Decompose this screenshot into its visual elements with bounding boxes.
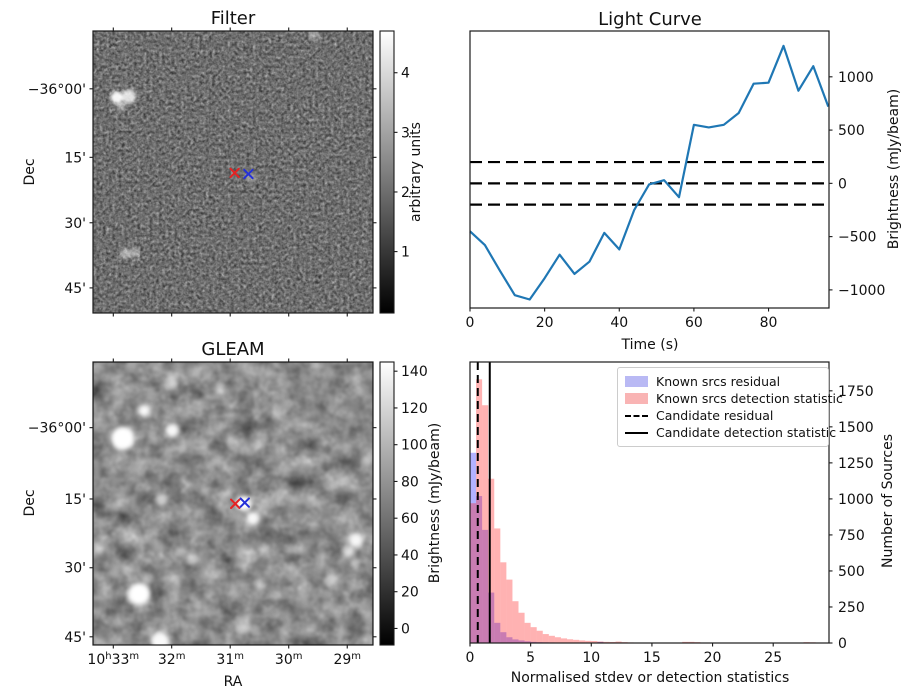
gleam-xtick-label: 10h33m [87,651,139,668]
gleam-colorbar-tick-label: 100 [401,438,428,454]
gleam-title: GLEAM [201,339,264,360]
filter-colorbar-tick-label: 3 [401,125,410,141]
histogram-xtick-label: 25 [764,650,782,666]
light-curve-ticks [469,76,833,312]
gleam-colorbar-tick-label: 0 [401,621,410,637]
filter-colorbar [379,30,395,314]
gleam-ytick-label: 30' [64,561,86,577]
gleam-xtick-label: 30m [275,651,303,668]
light-curve-xtick-label: 80 [760,315,778,331]
gleam-blue-x-marker [239,497,250,508]
light-curve-ylabel: Brightness (mJy/beam) [886,89,902,249]
gleam-xtick-label: 32m [158,651,186,668]
light-curve-ytick-label: −500 [838,230,876,246]
histogram-ytick-label: 500 [838,564,865,580]
histogram-ytick-label: 0 [838,636,847,652]
histogram-ytick-label: 1250 [838,456,874,472]
histogram-series-0 [470,452,616,643]
gleam-ytick-label: 15' [64,492,86,508]
light-curve-xtick-label: 40 [610,315,628,331]
gleam-xlabel: RA [224,674,243,690]
legend-label: Candidate residual [656,408,774,423]
light-curve-ytick-label: 1000 [838,70,874,86]
gleam-colorbar-tick-label: 20 [401,585,419,601]
filter-blue-x-marker [243,168,254,180]
filter-sources [110,29,321,259]
filter-ytick-label: −36°00' [28,82,86,98]
gleam-ytick-label: 45' [64,630,86,646]
filter-title: Filter [211,8,256,29]
histogram-xtick-label: 20 [704,650,722,666]
light-curve-ytick-label: 500 [838,123,865,139]
legend-line-sample [625,414,648,417]
filter-panel: −36°00' 15' 30' 45' 1 2 3 4 [28,27,410,317]
gleam-colorbar-tick-label: 120 [401,401,428,417]
light-curve-xtick-label: 0 [466,315,475,331]
histogram-ytick-label: 250 [838,600,865,616]
gleam-panel: −36°00' 15' 30' 45'10h33m 32m 31m 30m 29m 0 20 40 6… [28,358,428,668]
light-curve-title: Light Curve [598,9,702,30]
legend-label: Known srcs residual [656,374,781,389]
legend-row: Known srcs detection statistic [625,390,843,407]
light-curve-ytick-label: −1000 [838,283,885,299]
histogram-xtick-label: 10 [582,650,600,666]
histogram-ytick-label: 1000 [838,492,874,508]
histogram-ytick-label: 750 [838,528,865,544]
legend-row: Known srcs residual [625,373,820,390]
legend-swatch [625,376,648,387]
filter-colorbar-tick-label: 2 [401,185,410,201]
histogram-legend: Known srcs residual Known srcs detection … [617,367,843,447]
filter-red-x-marker [229,167,240,179]
light-curve-line [469,44,830,301]
legend-line-sample [625,431,648,434]
light-curve-xtick-label: 60 [685,315,703,331]
filter-colorbar-tick-label: 4 [401,66,410,82]
light-curve-panel: 0 20 40 60 80 −1000 −500 0 500 1000 [466,30,885,331]
legend-label: Known srcs detection statistic [656,391,843,406]
histogram-xlabel: Normalised stdev or detection statistics [511,670,790,686]
light-curve-xtick-label: 20 [536,315,554,331]
gleam-red-x-marker [230,498,241,509]
light-curve-xlabel: Time (s) [621,337,679,353]
histogram-series-1 [470,379,816,643]
gleam-ytick-label: −36°00' [28,421,86,437]
filter-ytick-label: 15' [64,150,86,166]
filter-ylabel: Dec [22,158,38,185]
gleam-ticks [89,358,377,649]
gleam-colorbar-tick-label: 60 [401,511,419,527]
gleam-ylabel: Dec [22,489,38,516]
gleam-colorbar-tick-label: 140 [401,364,428,380]
gleam-colorbar-tick-label: 80 [401,474,419,490]
legend-row: Candidate detection statistic [625,424,836,441]
filter-colorbar-tick-label: 1 [401,245,410,261]
histogram-xtick-label: 0 [466,650,475,666]
histogram-ytick-label: 1750 [838,384,874,400]
gleam-colorbar-label: Brightness (mJy/beam) [427,423,443,583]
filter-ytick-label: 45' [64,281,86,297]
histogram-ylabel: Number of Sources [880,434,896,568]
gleam-colorbar [379,361,395,646]
histogram-xtick-label: 15 [643,650,661,666]
histogram-ytick-label: 1500 [838,420,874,436]
legend-row: Candidate residual [625,407,820,424]
filter-colorbar-label: arbitrary units [408,122,424,222]
filter-ytick-label: 30' [64,216,86,232]
legend-label: Candidate detection statistic [656,425,837,440]
filter-ticks [89,27,377,317]
legend-swatch [625,393,648,404]
histogram-xtick-label: 5 [526,650,535,666]
gleam-xtick-label: 29m [333,651,361,668]
light-curve-ytick-label: 0 [838,176,847,192]
gleam-xtick-label: 31m [216,651,244,668]
histogram-ticks [469,390,833,647]
gleam-colorbar-tick-label: 40 [401,548,419,564]
